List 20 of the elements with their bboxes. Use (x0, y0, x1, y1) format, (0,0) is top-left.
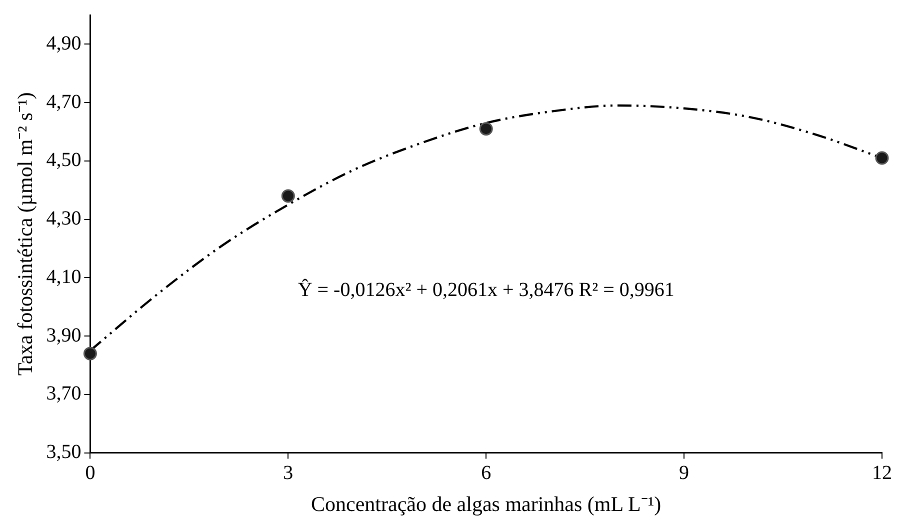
y-tick-label: 3,50 (46, 441, 82, 464)
y-tick-label: 4,90 (46, 32, 82, 54)
annotation: Ŷ = -0,0126x² + 0,2061x + 3,8476 R² = 0,9961 (298, 278, 674, 302)
y-axis-title: Taxa fotossintética (µmol m⁻² s⁻¹) (13, 92, 38, 376)
point (479, 122, 493, 136)
x-tick-label: 9 (679, 462, 690, 484)
point (281, 189, 295, 203)
point (875, 151, 889, 165)
y-tick-label: 4,30 (46, 208, 82, 230)
y-tick-label: 4,50 (46, 149, 82, 172)
x-tick-label: 0 (85, 462, 96, 484)
x-tick-label: 3 (283, 462, 294, 484)
point (83, 346, 97, 360)
y-tick-label: 4,10 (46, 266, 82, 288)
y-tick-label: 3,90 (46, 324, 82, 346)
x-tick-label: 12 (872, 462, 892, 484)
y-tick-label: 3,70 (46, 382, 82, 405)
x-tick-label: 6 (481, 462, 492, 484)
y-tick-label: 4,70 (46, 90, 82, 113)
x-axis-title: Concentração de algas marinhas (mL L⁻¹) (311, 492, 662, 516)
